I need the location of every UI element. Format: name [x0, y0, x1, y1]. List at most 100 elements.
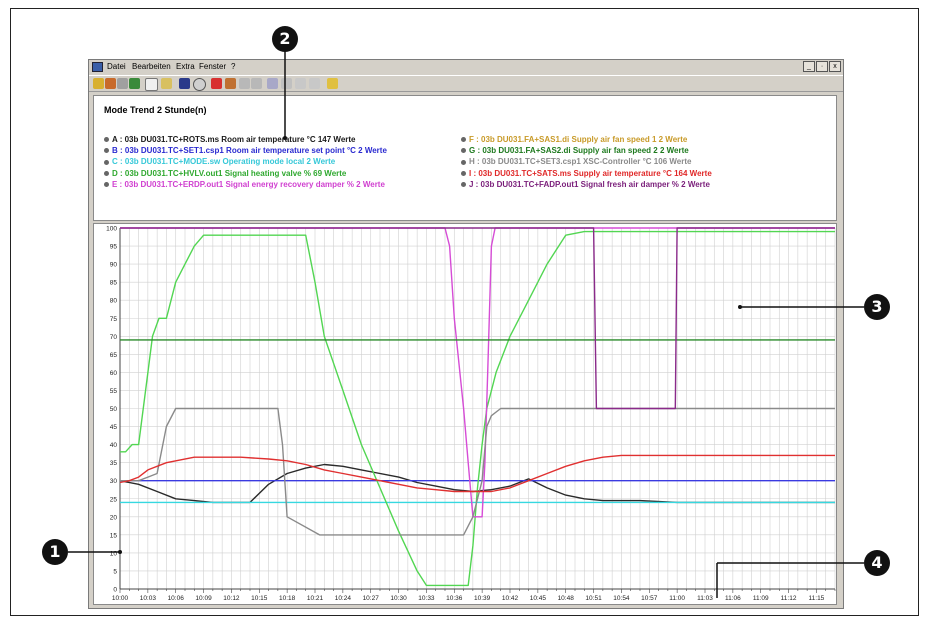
- callout-4: 4: [864, 550, 890, 576]
- legend-left-column: A : 03b DU031.TC+ROTS.ms Room air temper…: [104, 134, 387, 190]
- restore-button[interactable]: ·: [816, 61, 828, 72]
- series-line-h: [120, 407, 835, 536]
- x-tick-label: 10:27: [363, 595, 380, 602]
- x-tick-label: 10:42: [502, 595, 519, 602]
- legend-entry[interactable]: E : 03b DU031.TC+ERDP.out1 Signal energy…: [104, 179, 387, 190]
- legend-marker-icon: [461, 170, 466, 176]
- legend-entry[interactable]: A : 03b DU031.TC+ROTS.ms Room air temper…: [104, 134, 387, 145]
- legend-marker-icon: [461, 137, 466, 143]
- minimize-button[interactable]: _: [803, 61, 815, 72]
- y-tick-label: 5: [113, 568, 117, 575]
- legend-right-column: F : 03b DU031.FA+SAS1.di Supply air fan …: [461, 134, 712, 190]
- legend-entry[interactable]: G : 03b DU031.FA+SAS2.di Supply air fan …: [461, 145, 712, 156]
- menu-fenster[interactable]: Fenster: [199, 62, 227, 71]
- trend-chart[interactable]: 0 5 10 15 20 25 30 35 40 45 50 55 60 65 70 75 80 85 90 95 10…: [94, 224, 836, 604]
- edit-icon[interactable]: [225, 78, 236, 89]
- x-tick-label: 10:21: [307, 595, 324, 602]
- y-tick-label: 85: [110, 280, 118, 287]
- x-tick-label: 10:33: [418, 595, 435, 602]
- x-tick-label: 10:36: [446, 595, 463, 602]
- alarm-icon[interactable]: [211, 78, 222, 89]
- settings-icon[interactable]: [117, 78, 128, 89]
- x-tick-label: 11:03: [697, 595, 713, 602]
- x-tick-label: 10:12: [223, 595, 240, 602]
- app-window: Datei Bearbeiten Extra Fenster ? _ · x M…: [88, 59, 844, 609]
- grid-icon[interactable]: [267, 78, 278, 89]
- new-document-icon[interactable]: [145, 78, 158, 91]
- menu-bar: Datei Bearbeiten Extra Fenster ? _ · x: [89, 60, 843, 75]
- y-tick-label: 45: [110, 424, 118, 431]
- zoom-reset-icon[interactable]: [295, 78, 306, 89]
- callout-3: 3: [864, 294, 890, 320]
- x-tick-label: 10:39: [474, 595, 491, 602]
- x-tick-label: 11:12: [781, 595, 797, 602]
- chart-options-icon[interactable]: [309, 78, 320, 89]
- legend-entry-label: C : 03b DU031.TC+MODE.sw Operating mode …: [112, 157, 336, 167]
- legend-marker-icon: [461, 159, 466, 165]
- menu-datei[interactable]: Datei: [107, 62, 126, 71]
- legend-entry[interactable]: C : 03b DU031.TC+MODE.sw Operating mode …: [104, 156, 387, 167]
- legend-entry-label: H : 03b DU031.TC+SET3.csp1 XSC-Controlle…: [469, 157, 692, 167]
- legend-marker-icon: [461, 148, 466, 154]
- x-tick-label: 10:03: [140, 595, 157, 602]
- x-tick-label: 10:57: [641, 595, 658, 602]
- y-tick-label: 90: [110, 262, 118, 269]
- y-tick-label: 35: [110, 460, 118, 467]
- legend-entry[interactable]: F : 03b DU031.FA+SAS1.di Supply air fan …: [461, 134, 712, 145]
- menu-extra[interactable]: Extra: [176, 62, 195, 71]
- trend-chart-panel: 0 5 10 15 20 25 30 35 40 45 50 55 60 65 70 75 80 85 90 95 10…: [93, 223, 837, 605]
- series-line-e: [120, 227, 835, 518]
- series-line-d: [120, 230, 835, 587]
- close-button[interactable]: x: [829, 61, 841, 72]
- panel-title: Mode Trend 2 Stunde(n): [104, 105, 207, 115]
- x-tick-label: 10:48: [558, 595, 575, 602]
- open-folder-icon[interactable]: [161, 78, 172, 89]
- callout-2: 2: [272, 26, 298, 52]
- legend-entry-label: G : 03b DU031.FA+SAS2.di Supply air fan …: [469, 146, 689, 156]
- save-icon[interactable]: [179, 78, 190, 89]
- x-tick-label: 10:00: [112, 595, 129, 602]
- legend-marker-icon: [104, 137, 109, 143]
- menu-help[interactable]: ?: [231, 62, 236, 71]
- zoom-out-icon[interactable]: [105, 78, 116, 89]
- y-tick-label: 10: [110, 550, 118, 557]
- x-tick-label: 10:45: [530, 595, 547, 602]
- legend-entry[interactable]: B : 03b DU031.TC+SET1.csp1 Room air temp…: [104, 145, 387, 156]
- legend-entry[interactable]: J : 03b DU031.TC+FADP.out1 Signal fresh …: [461, 179, 712, 190]
- document-frame: [10, 8, 919, 616]
- legend-entry[interactable]: I : 03b DU031.TC+SATS.ms Supply air temp…: [461, 168, 712, 179]
- info-icon[interactable]: [281, 78, 292, 89]
- x-tick-label: 10:09: [195, 595, 212, 602]
- x-tick-label: 10:51: [585, 595, 602, 602]
- zoom-in-icon[interactable]: [93, 78, 104, 89]
- legend-entry-label: A : 03b DU031.TC+ROTS.ms Room air temper…: [112, 135, 356, 144]
- x-tick-label: 11:09: [753, 595, 769, 602]
- x-tick-label: 11:00: [669, 595, 685, 602]
- x-tick-label: 10:15: [251, 595, 268, 602]
- legend-marker-icon: [461, 181, 466, 187]
- refresh-icon[interactable]: [129, 78, 140, 89]
- y-tick-label: 0: [113, 587, 117, 594]
- y-tick-label: 60: [110, 370, 118, 377]
- legend-entry[interactable]: H : 03b DU031.TC+SET3.csp1 XSC-Controlle…: [461, 156, 712, 167]
- y-tick-label: 65: [110, 352, 118, 359]
- legend-entry-label: I : 03b DU031.TC+SATS.ms Supply air temp…: [469, 168, 712, 178]
- clock-icon[interactable]: [193, 78, 206, 91]
- callout-1: 1: [42, 539, 68, 565]
- x-tick-label: 10:30: [390, 595, 407, 602]
- legend-panel: Mode Trend 2 Stunde(n) A : 03b DU031.TC+…: [93, 95, 837, 221]
- y-tick-label: 30: [110, 478, 118, 485]
- y-tick-label: 40: [110, 442, 118, 449]
- y-tick-label: 50: [110, 406, 118, 413]
- x-tick-label: 10:24: [335, 595, 352, 602]
- legend-entry[interactable]: D : 03b DU031.TC+HVLV.out1 Signal heatin…: [104, 168, 387, 179]
- x-tick-label: 11:06: [725, 595, 741, 602]
- menu-bearbeiten[interactable]: Bearbeiten: [132, 62, 171, 71]
- x-tick-label: 10:54: [613, 595, 630, 602]
- help-icon[interactable]: [327, 78, 338, 89]
- paste-icon[interactable]: [251, 78, 262, 89]
- copy-icon[interactable]: [239, 78, 250, 89]
- y-tick-label: 100: [106, 226, 117, 233]
- toolbar: [89, 75, 843, 92]
- y-tick-label: 25: [110, 496, 118, 503]
